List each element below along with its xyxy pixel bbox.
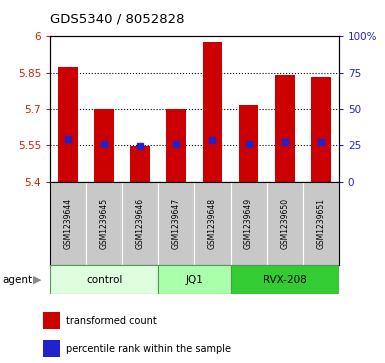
Text: control: control	[86, 274, 122, 285]
Bar	[94, 109, 114, 182]
Text: transformed count: transformed count	[66, 316, 157, 326]
Bar	[122, 182, 158, 265]
Text: RVX-208: RVX-208	[263, 274, 306, 285]
Text: GSM1239649: GSM1239649	[244, 198, 253, 249]
Text: GSM1239645: GSM1239645	[100, 198, 109, 249]
Bar	[266, 182, 303, 265]
Bar	[44, 312, 60, 329]
Bar	[50, 182, 86, 265]
Bar	[194, 182, 231, 265]
Bar	[158, 182, 194, 265]
Bar	[303, 182, 339, 265]
Text: GSM1239644: GSM1239644	[64, 198, 73, 249]
Bar	[58, 66, 78, 182]
Text: GSM1239646: GSM1239646	[136, 198, 145, 249]
Text: GSM1239650: GSM1239650	[280, 198, 289, 249]
Bar	[158, 265, 231, 294]
Text: percentile rank within the sample: percentile rank within the sample	[66, 344, 231, 354]
Bar	[166, 109, 186, 182]
Bar	[231, 182, 266, 265]
Text: GSM1239648: GSM1239648	[208, 198, 217, 249]
Text: agent: agent	[2, 274, 32, 285]
Bar	[275, 75, 295, 182]
Bar	[203, 42, 223, 182]
Bar	[231, 265, 339, 294]
Text: GDS5340 / 8052828: GDS5340 / 8052828	[50, 13, 184, 26]
Bar	[86, 182, 122, 265]
Text: ▶: ▶	[33, 274, 41, 285]
Text: GSM1239651: GSM1239651	[316, 198, 325, 249]
Bar	[50, 265, 158, 294]
Bar	[131, 146, 150, 182]
Bar	[44, 340, 60, 357]
Bar	[239, 105, 258, 182]
Text: GSM1239647: GSM1239647	[172, 198, 181, 249]
Bar	[311, 77, 331, 182]
Text: JQ1: JQ1	[186, 274, 203, 285]
